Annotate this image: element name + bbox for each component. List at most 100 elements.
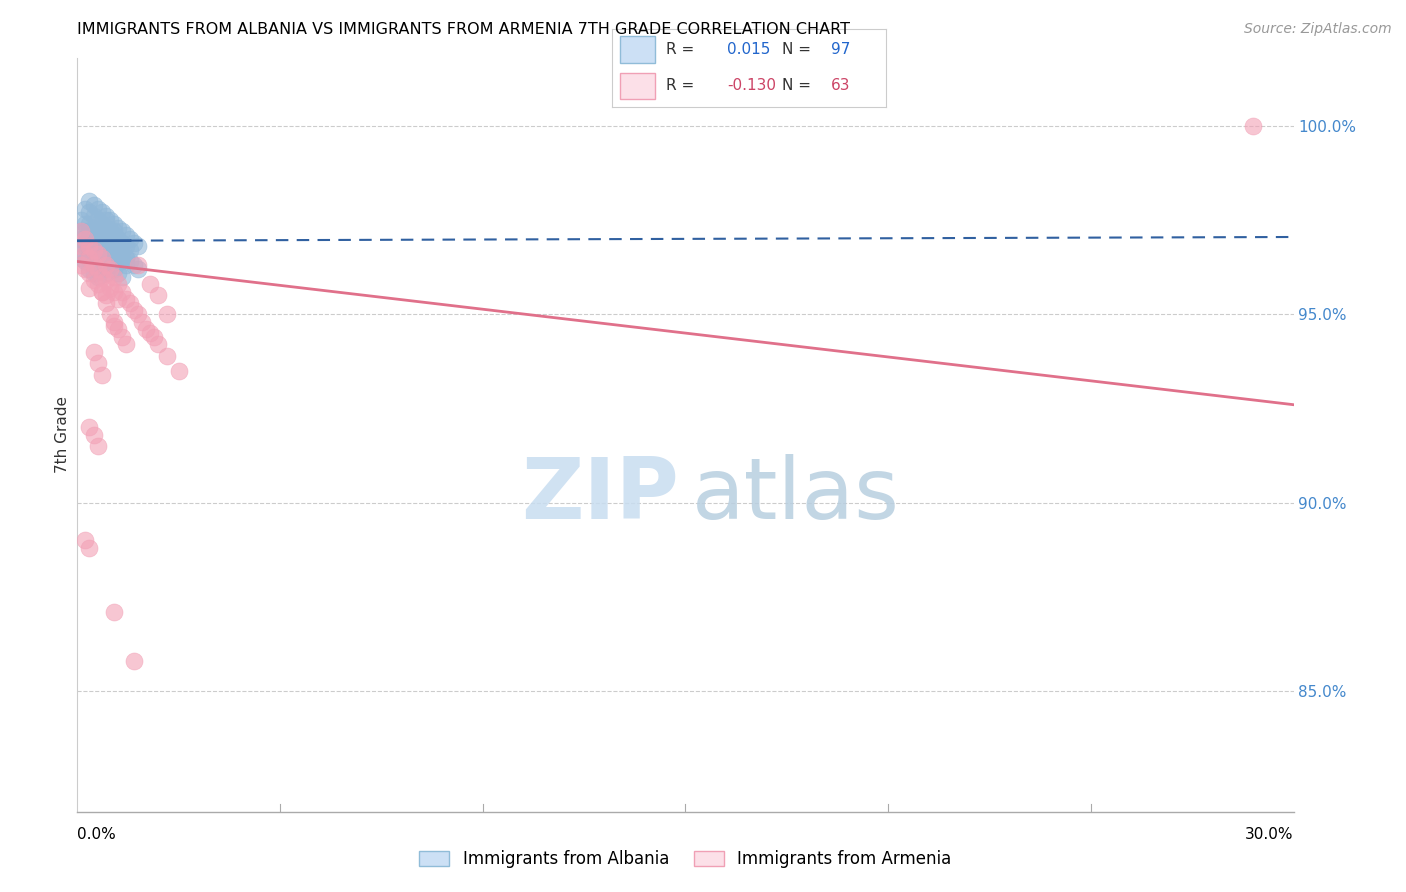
Text: Source: ZipAtlas.com: Source: ZipAtlas.com <box>1244 22 1392 37</box>
Y-axis label: 7th Grade: 7th Grade <box>55 396 70 474</box>
Point <box>148 288 170 302</box>
Point <box>90 251 112 265</box>
Point <box>75 262 97 277</box>
Point <box>139 277 162 291</box>
Point <box>70 224 93 238</box>
Point <box>98 247 121 261</box>
Point <box>83 243 105 257</box>
Point <box>122 258 145 272</box>
Point <box>94 273 117 287</box>
Point <box>79 281 101 295</box>
Point <box>83 266 105 280</box>
Point <box>167 364 190 378</box>
Point <box>107 243 129 257</box>
Point <box>139 326 162 340</box>
Point <box>115 239 138 253</box>
Point <box>83 239 105 253</box>
Point <box>90 262 112 277</box>
Point <box>127 262 149 277</box>
Point <box>143 330 166 344</box>
Point <box>75 202 97 216</box>
Point <box>115 258 138 272</box>
Point <box>111 330 134 344</box>
Point <box>90 269 112 284</box>
Point <box>115 251 138 265</box>
Point <box>135 322 157 336</box>
Text: N =: N = <box>782 78 811 94</box>
Point <box>79 262 101 277</box>
Point <box>79 194 101 209</box>
Point <box>103 285 125 299</box>
Point <box>103 228 125 243</box>
Point <box>75 254 97 268</box>
Point <box>86 232 108 246</box>
Point <box>127 258 149 272</box>
Point <box>107 277 129 291</box>
Point <box>103 315 125 329</box>
Point <box>90 235 112 250</box>
Point <box>79 266 101 280</box>
Point <box>83 258 105 272</box>
Point <box>83 345 105 359</box>
Point <box>75 533 97 548</box>
Point <box>90 251 112 265</box>
Point <box>70 251 93 265</box>
Point <box>98 258 121 272</box>
Text: 0.0%: 0.0% <box>77 827 117 842</box>
Point <box>98 224 121 238</box>
Point <box>111 254 134 268</box>
Point <box>79 541 101 555</box>
Point <box>79 239 101 253</box>
Point <box>94 209 117 223</box>
Point <box>115 337 138 351</box>
Point <box>107 292 129 306</box>
Bar <box>620 72 655 99</box>
Point <box>103 318 125 333</box>
Point <box>83 273 105 287</box>
Point <box>111 224 134 238</box>
Point <box>79 243 101 257</box>
Point <box>111 285 134 299</box>
Point <box>90 368 112 382</box>
Point <box>70 239 93 253</box>
Point <box>98 235 121 250</box>
Point <box>83 198 105 212</box>
Point <box>86 277 108 291</box>
Point <box>90 239 112 253</box>
Point <box>83 232 105 246</box>
Point <box>98 281 121 295</box>
Point <box>79 217 101 231</box>
Point <box>107 220 129 235</box>
Point <box>70 258 93 272</box>
Point <box>86 232 108 246</box>
Point <box>86 202 108 216</box>
Point <box>98 307 121 321</box>
Point <box>107 232 129 246</box>
Text: ZIP: ZIP <box>522 454 679 537</box>
Point <box>79 420 101 434</box>
Point <box>94 288 117 302</box>
Point <box>86 269 108 284</box>
Point <box>94 266 117 280</box>
Text: N =: N = <box>782 42 811 57</box>
Point <box>127 239 149 253</box>
Point <box>90 205 112 219</box>
Point <box>86 356 108 370</box>
Point <box>94 243 117 257</box>
Point <box>83 427 105 442</box>
Point <box>83 209 105 223</box>
Point <box>131 315 153 329</box>
Point <box>127 307 149 321</box>
Point <box>90 285 112 299</box>
Point <box>94 254 117 268</box>
Text: 63: 63 <box>831 78 851 94</box>
Point <box>86 224 108 238</box>
Point <box>75 217 97 231</box>
Text: R =: R = <box>666 78 695 94</box>
Text: atlas: atlas <box>692 454 900 537</box>
Point <box>86 247 108 261</box>
Point <box>107 266 129 280</box>
Point <box>79 224 101 238</box>
Point <box>115 292 138 306</box>
Point <box>83 243 105 257</box>
